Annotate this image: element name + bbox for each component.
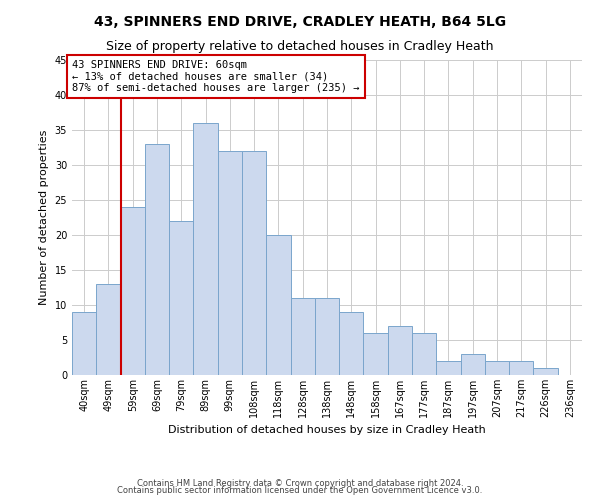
Text: 43, SPINNERS END DRIVE, CRADLEY HEATH, B64 5LG: 43, SPINNERS END DRIVE, CRADLEY HEATH, B…	[94, 15, 506, 29]
Bar	[266, 235, 290, 375]
Y-axis label: Number of detached properties: Number of detached properties	[39, 130, 49, 305]
Bar	[509, 361, 533, 375]
Text: Contains HM Land Registry data © Crown copyright and database right 2024.: Contains HM Land Registry data © Crown c…	[137, 478, 463, 488]
Text: Contains public sector information licensed under the Open Government Licence v3: Contains public sector information licen…	[118, 486, 482, 495]
Bar	[461, 354, 485, 375]
Bar	[533, 368, 558, 375]
Bar	[290, 298, 315, 375]
Bar	[193, 123, 218, 375]
Bar	[145, 144, 169, 375]
Bar	[364, 333, 388, 375]
Text: 43 SPINNERS END DRIVE: 60sqm
← 13% of detached houses are smaller (34)
87% of se: 43 SPINNERS END DRIVE: 60sqm ← 13% of de…	[72, 60, 359, 93]
Bar	[72, 312, 96, 375]
Bar	[388, 326, 412, 375]
Bar	[436, 361, 461, 375]
Bar	[96, 284, 121, 375]
Bar	[315, 298, 339, 375]
Bar	[412, 333, 436, 375]
Bar	[339, 312, 364, 375]
Bar	[121, 207, 145, 375]
X-axis label: Distribution of detached houses by size in Cradley Heath: Distribution of detached houses by size …	[168, 426, 486, 436]
Text: Size of property relative to detached houses in Cradley Heath: Size of property relative to detached ho…	[106, 40, 494, 53]
Bar	[242, 151, 266, 375]
Bar	[485, 361, 509, 375]
Bar	[169, 221, 193, 375]
Bar	[218, 151, 242, 375]
